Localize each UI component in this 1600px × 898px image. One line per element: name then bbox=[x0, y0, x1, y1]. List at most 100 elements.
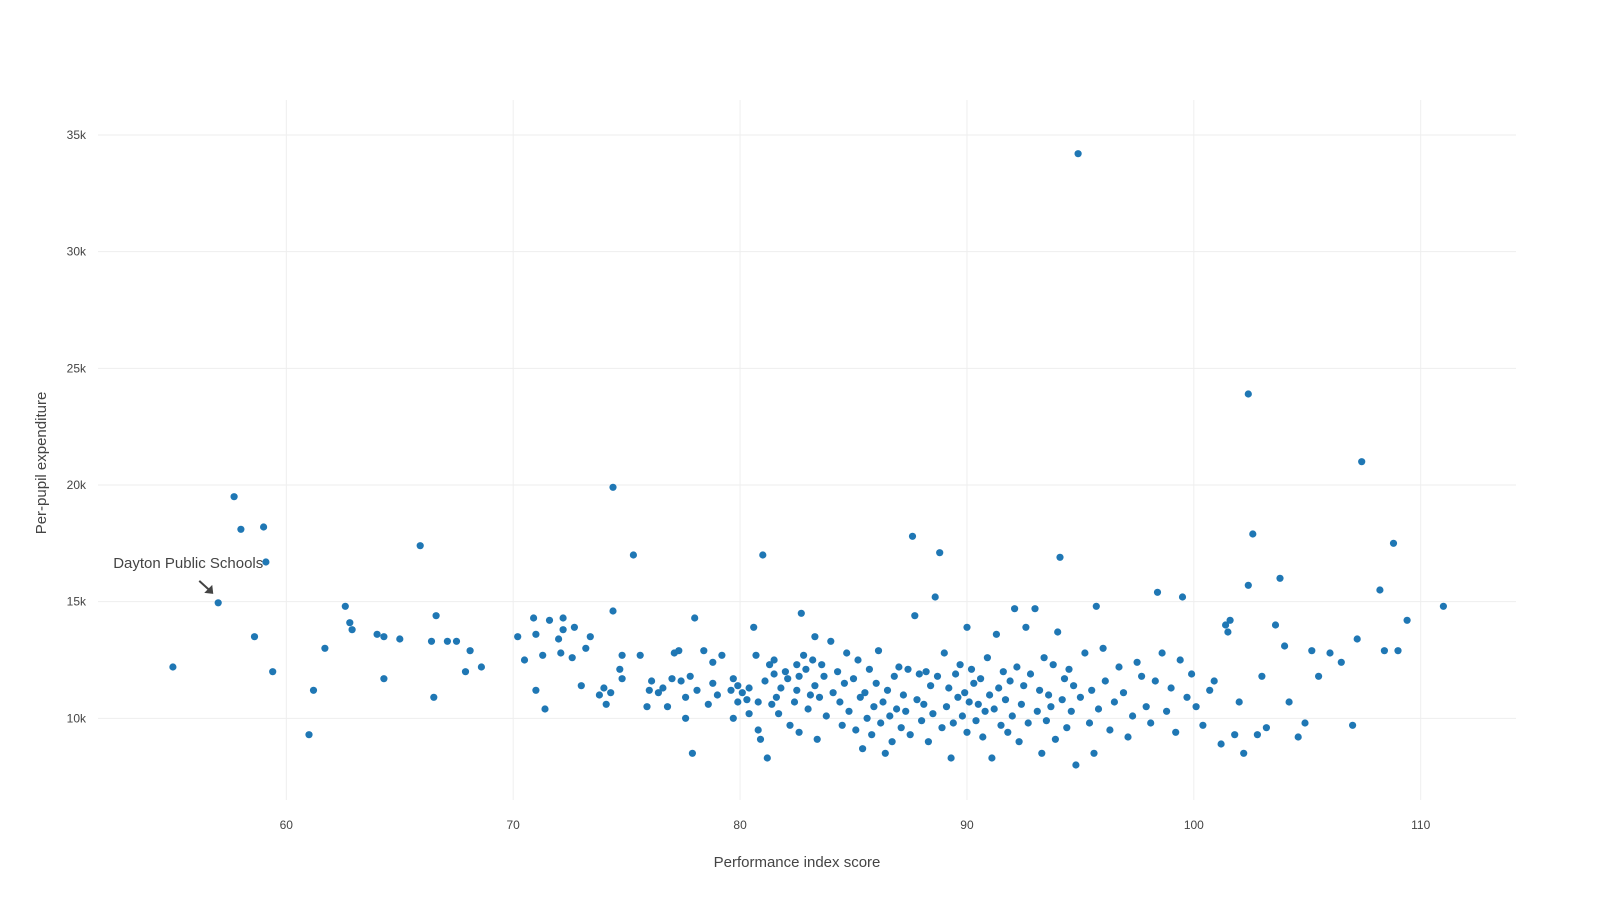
data-point bbox=[797, 609, 805, 617]
data-point bbox=[904, 665, 912, 673]
data-point bbox=[452, 637, 461, 645]
data-point bbox=[967, 665, 976, 673]
data-point bbox=[790, 698, 799, 706]
data-point bbox=[1042, 717, 1050, 725]
data-point bbox=[806, 691, 815, 699]
data-point bbox=[1147, 719, 1155, 727]
data-point bbox=[995, 684, 1003, 692]
data-point bbox=[1294, 733, 1302, 741]
data-point bbox=[686, 672, 694, 680]
data-point bbox=[609, 607, 617, 615]
data-point bbox=[514, 633, 522, 641]
data-point bbox=[922, 668, 930, 676]
data-point bbox=[1337, 658, 1345, 666]
data-point bbox=[1024, 719, 1032, 727]
data-point bbox=[675, 647, 683, 655]
data-point bbox=[1054, 628, 1062, 636]
data-point bbox=[763, 754, 771, 762]
data-point bbox=[1389, 539, 1398, 547]
data-point bbox=[629, 551, 638, 559]
data-point bbox=[1060, 675, 1069, 683]
data-point bbox=[1271, 621, 1280, 629]
data-point bbox=[1040, 654, 1048, 662]
data-point bbox=[709, 679, 717, 687]
data-point bbox=[1045, 691, 1053, 699]
data-point bbox=[1001, 696, 1010, 704]
data-point bbox=[1085, 719, 1094, 727]
data-point bbox=[918, 717, 926, 725]
data-point bbox=[868, 731, 876, 739]
data-point bbox=[430, 693, 438, 701]
data-point bbox=[906, 731, 914, 739]
data-point bbox=[1033, 707, 1041, 715]
data-point bbox=[443, 637, 451, 645]
data-point bbox=[938, 724, 946, 732]
data-point bbox=[618, 651, 626, 659]
data-point bbox=[890, 672, 898, 680]
data-point bbox=[977, 675, 985, 683]
data-point bbox=[761, 677, 769, 685]
data-point bbox=[1178, 593, 1187, 601]
data-point bbox=[849, 675, 858, 683]
y-tick-label: 15k bbox=[67, 595, 87, 609]
data-point bbox=[645, 686, 653, 694]
data-point bbox=[586, 633, 594, 641]
data-point bbox=[854, 656, 862, 664]
data-point bbox=[781, 668, 790, 676]
data-point bbox=[568, 654, 576, 662]
data-point bbox=[1008, 712, 1016, 720]
data-point bbox=[607, 689, 615, 697]
data-point bbox=[1167, 684, 1175, 692]
data-point bbox=[427, 637, 436, 645]
data-point bbox=[979, 733, 987, 741]
data-point bbox=[802, 665, 810, 673]
x-tick-label: 60 bbox=[280, 818, 294, 832]
data-point bbox=[913, 696, 921, 704]
data-point bbox=[840, 679, 849, 687]
data-point bbox=[1101, 677, 1109, 685]
data-point bbox=[800, 651, 808, 659]
data-point bbox=[346, 619, 354, 627]
data-point bbox=[373, 630, 381, 638]
data-point bbox=[745, 710, 753, 718]
data-point bbox=[1124, 733, 1132, 741]
data-point bbox=[380, 633, 388, 641]
data-point bbox=[1226, 616, 1234, 624]
data-point bbox=[1276, 574, 1284, 582]
x-gridlines bbox=[285, 100, 1422, 800]
data-point bbox=[770, 670, 778, 678]
data-point bbox=[1006, 677, 1014, 685]
data-point bbox=[1253, 731, 1261, 739]
data-point bbox=[1244, 390, 1252, 398]
data-point bbox=[1163, 707, 1171, 715]
data-point bbox=[1183, 693, 1191, 701]
data-point bbox=[902, 707, 910, 715]
data-point bbox=[929, 710, 937, 718]
data-point bbox=[958, 712, 967, 720]
data-point bbox=[1315, 672, 1323, 680]
data-point bbox=[1138, 672, 1146, 680]
data-point bbox=[886, 712, 894, 720]
data-point bbox=[688, 749, 697, 757]
data-point bbox=[820, 672, 828, 680]
data-point bbox=[1249, 530, 1257, 538]
data-point bbox=[1015, 738, 1023, 746]
y-tick-label: 35k bbox=[67, 128, 87, 142]
data-point bbox=[815, 693, 824, 701]
data-point bbox=[899, 691, 908, 699]
data-point bbox=[1262, 724, 1270, 732]
data-point bbox=[577, 682, 585, 690]
data-point bbox=[920, 700, 928, 708]
data-point bbox=[786, 721, 794, 729]
data-point bbox=[861, 689, 869, 697]
data-point bbox=[262, 558, 270, 566]
data-point bbox=[1110, 698, 1118, 706]
data-point bbox=[1172, 728, 1180, 736]
data-point bbox=[1011, 605, 1019, 613]
data-point bbox=[1020, 682, 1028, 690]
data-point bbox=[380, 675, 388, 683]
data-point bbox=[1090, 749, 1098, 757]
y-tick-labels: 10k 15k 20k 25k 30k 35k bbox=[67, 128, 87, 725]
data-point bbox=[1439, 602, 1447, 610]
